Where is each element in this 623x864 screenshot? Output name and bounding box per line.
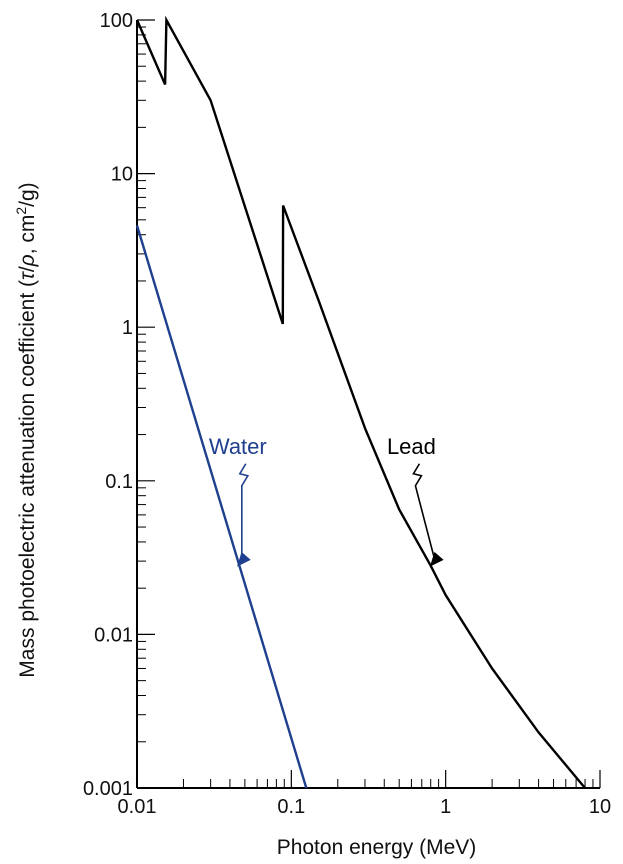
y-axis-label-tau: τ (16, 271, 39, 280)
x-tick-label: 10 (589, 796, 611, 818)
y-axis-label-unit: , cm (16, 215, 39, 255)
water-series-label: Water (209, 434, 267, 459)
y-tick-label: 1 (122, 317, 133, 339)
x-tick-label: 0.1 (277, 796, 305, 818)
y-axis-label-prefix: Mass photoelectric attenuation coefficie… (16, 280, 39, 678)
y-tick-labels: 0.001 0.01 0.1 1 10 100 (83, 10, 133, 800)
lead-series-label: Lead (387, 434, 436, 459)
lead-arrowhead (429, 551, 444, 567)
y-tick-label: 0.01 (94, 624, 133, 646)
y-axis-label-superscript: 2 (13, 207, 29, 215)
minor-ticks (137, 26, 594, 788)
x-tick-labels: 0.01 0.1 1 10 (118, 796, 612, 818)
lead-leader-line (412, 463, 436, 560)
x-axis-label: Photon energy (MeV) (277, 836, 477, 859)
water-arrowhead (236, 551, 251, 567)
y-tick-label: 0.1 (105, 471, 133, 493)
x-tick-label: 0.01 (118, 796, 157, 818)
series-annotations: Lead Water (209, 434, 444, 567)
y-tick-label: 0.001 (83, 778, 133, 800)
y-tick-label: 10 (111, 164, 133, 186)
x-tick-label: 1 (440, 796, 451, 818)
y-axis-label-rho: ρ (16, 254, 39, 267)
water-series-line (135, 225, 308, 789)
major-ticks (136, 19, 601, 789)
water-leader-line (238, 463, 250, 560)
y-tick-label: 100 (100, 10, 133, 32)
lead-series-line (135, 15, 586, 789)
series-lines (135, 15, 586, 789)
y-axis-label: Mass photoelectric attenuation coefficie… (13, 182, 39, 677)
y-axis-label-slash: / (16, 266, 39, 272)
y-axis-label-suffix: /g) (16, 182, 39, 207)
